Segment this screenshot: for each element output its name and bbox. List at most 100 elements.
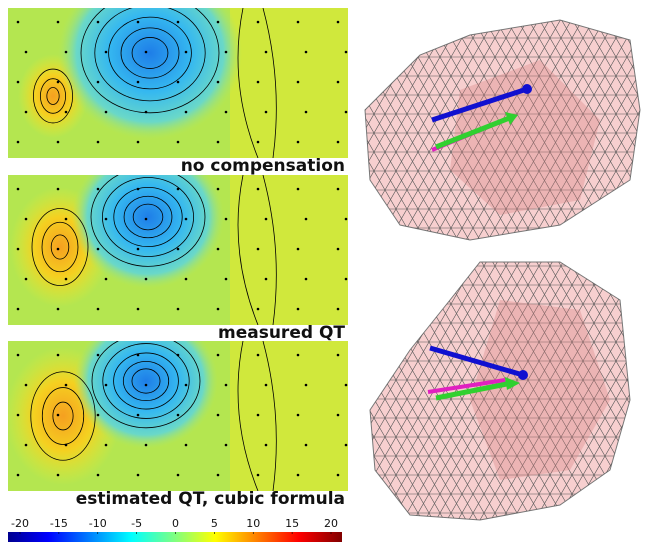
electrode-dot [225,278,228,281]
electrode-dot [297,141,300,144]
electrode-dot [305,51,308,54]
electrode-dot [177,354,180,357]
electrode-dot [65,111,68,114]
electrode-dot [17,21,20,24]
contour-maps: no compensation measured QT estimated QT, … [6,0,349,509]
electrode-dot [65,218,68,221]
colorbar-tick-label: -20 [11,517,29,530]
electrode-dot [57,414,60,417]
electrode-dot [97,474,100,477]
electrode-dot [345,218,348,221]
electrode-dot [217,414,220,417]
electrode-dot [297,248,300,251]
electrode-dot [177,188,180,191]
electrode-dot [25,278,28,281]
electrode-dot [25,218,28,221]
electrode-dot [145,51,148,54]
electrode-dot [185,218,188,221]
electrode-dot [105,51,108,54]
electrode-dot [137,188,140,191]
electrode-dot [297,414,300,417]
electrode-dot [57,188,60,191]
electrode-dot [185,278,188,281]
electrode-dot [65,444,68,447]
electrode-dot [337,81,340,84]
electrode-dot [17,354,20,357]
electrode-dot [177,141,180,144]
electrode-dot [97,414,100,417]
colorbar-tick-label: 20 [324,517,338,530]
electrode-dot [137,81,140,84]
colorbar-tick-label: 15 [285,517,299,530]
electrode-dot [57,21,60,24]
electrode-dot [305,444,308,447]
contour-map: measured QT [8,146,348,343]
electrode-dot [97,354,100,357]
electrode-dot [57,141,60,144]
electrode-dot [225,111,228,114]
electrode-dot [337,188,340,191]
electrode-dot [25,111,28,114]
colorbar-tick-label: -10 [89,517,107,530]
electrode-dot [257,308,260,311]
electrode-dot [185,111,188,114]
electrode-dot [97,308,100,311]
electrode-dot [97,188,100,191]
electrode-dot [105,444,108,447]
electrode-dot [345,384,348,387]
electrode-dot [297,81,300,84]
electrode-dot [17,141,20,144]
electrode-dot [305,278,308,281]
electrode-dot [225,384,228,387]
electrode-dot [105,218,108,221]
blue-region [74,314,218,449]
electrode-dot [105,111,108,114]
electrode-dot [97,141,100,144]
electrode-dot [265,218,268,221]
electrode-dot [337,141,340,144]
panel-label: estimated QT, cubic formula [76,489,345,509]
electrode-dot [265,444,268,447]
electrode-dot [257,21,260,24]
electrode-dot [345,278,348,281]
panel-label: measured QT [218,323,345,343]
electrode-dot [17,414,20,417]
electrode-dot [17,188,20,191]
electrode-dot [177,474,180,477]
electrode-dot [297,354,300,357]
electrode-dot [337,354,340,357]
panel-label: no compensation [181,156,345,176]
electrode-dot [97,21,100,24]
electrode-dot [217,81,220,84]
electrode-dot [145,218,148,221]
electrode-dot [257,414,260,417]
electrode-dot [177,81,180,84]
map-right [230,175,348,325]
electrode-dot [65,384,68,387]
electrode-dot [177,414,180,417]
electrode-dot [305,218,308,221]
electrode-dot [225,218,228,221]
electrode-dot [305,384,308,387]
map-layers [8,0,348,158]
electrode-dot [265,111,268,114]
electrode-dot [297,474,300,477]
electrode-dot [17,81,20,84]
electrode-dot [25,384,28,387]
electrode-dot [17,308,20,311]
colorbar-tick-label: -5 [131,517,142,530]
electrode-dot [257,81,260,84]
heart-mesh-bottom [370,262,630,520]
electrode-dot [145,384,148,387]
electrode-dot [25,444,28,447]
electrode-dot [337,248,340,251]
electrode-dot [217,354,220,357]
electrode-dot [137,308,140,311]
electrode-dot [177,248,180,251]
heart-mesh-top [365,20,640,240]
electrode-dot [185,51,188,54]
electrode-dot [57,474,60,477]
electrode-dot [217,248,220,251]
electrode-dot [57,308,60,311]
figure: no compensation measured QT estimated QT, … [0,0,645,542]
